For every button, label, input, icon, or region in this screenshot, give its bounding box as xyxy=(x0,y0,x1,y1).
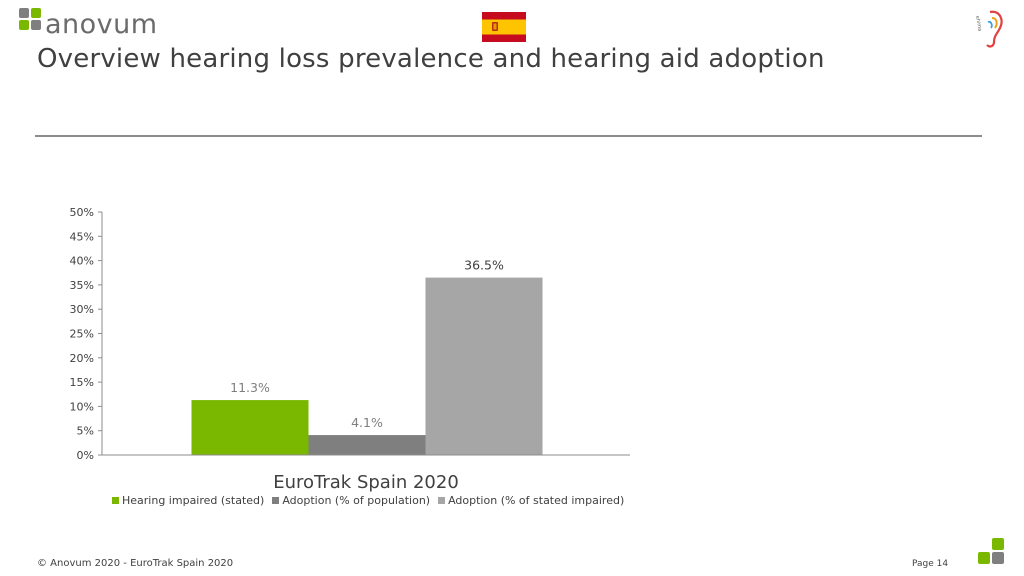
bars xyxy=(191,277,543,455)
ehima-logo-text: ehima xyxy=(974,15,983,31)
anovum-logo-text: anovum xyxy=(45,9,158,40)
page-number: Page 14 xyxy=(912,559,949,569)
anovum-logo: anovum xyxy=(18,8,157,42)
x-axis: EuroTrak Spain 2020 xyxy=(102,454,630,493)
legend-item-2: Adoption (% of population) xyxy=(272,494,430,507)
y-tick-label: 0% xyxy=(77,449,94,462)
ehima-logo-icon: ehima xyxy=(974,10,1003,48)
y-tick-label: 10% xyxy=(70,400,94,413)
y-tick-label: 25% xyxy=(70,328,94,341)
chart-legend: Hearing impaired (stated) Adoption (% of … xyxy=(112,494,624,507)
y-tick-label: 20% xyxy=(70,352,94,365)
data-label-3: 36.5% xyxy=(464,258,504,273)
legend-label: Hearing impaired (stated) xyxy=(122,494,265,507)
page-title: Overview hearing loss prevalence and hea… xyxy=(37,44,825,74)
legend-item-3: Adoption (% of stated impaired) xyxy=(438,494,624,507)
data-labels: 11.3% 4.1% 36.5% xyxy=(230,258,504,430)
legend-swatch xyxy=(438,497,446,504)
x-category-label: EuroTrak Spain 2020 xyxy=(273,472,459,493)
y-axis: 0% 5% 10% 15% 20% 25% 30% 35% 40% 45% 50% xyxy=(70,206,103,462)
spain-flag-icon xyxy=(482,12,526,42)
y-tick-label: 15% xyxy=(70,376,94,389)
title-divider xyxy=(35,135,982,137)
y-tick-label: 45% xyxy=(70,230,94,243)
y-tick-label: 30% xyxy=(70,303,94,316)
footer-copyright: © Anovum 2020 - EuroTrak Spain 2020 xyxy=(37,558,234,569)
y-tick-label: 5% xyxy=(77,425,94,438)
legend-label: Adoption (% of stated impaired) xyxy=(448,494,625,507)
bar-3 xyxy=(425,277,543,455)
legend-item-1: Hearing impaired (stated) xyxy=(112,494,264,507)
legend-swatch xyxy=(112,497,119,504)
data-label-2: 4.1% xyxy=(351,415,383,430)
bar-chart: 0% 5% 10% 15% 20% 25% 30% 35% 40% 45% 50% 11.3% 4.1… xyxy=(70,206,630,493)
bar-1 xyxy=(191,400,309,455)
y-tick-label: 50% xyxy=(70,206,94,219)
bar-2 xyxy=(308,435,426,455)
corner-squares-icon xyxy=(978,538,1004,564)
anovum-logo-mark-icon xyxy=(19,8,41,30)
data-label-1: 11.3% xyxy=(230,380,270,395)
y-tick-label: 40% xyxy=(70,255,94,268)
y-tick-label: 35% xyxy=(70,279,94,292)
legend-label: Adoption (% of population) xyxy=(282,494,431,507)
legend-swatch xyxy=(272,497,280,504)
